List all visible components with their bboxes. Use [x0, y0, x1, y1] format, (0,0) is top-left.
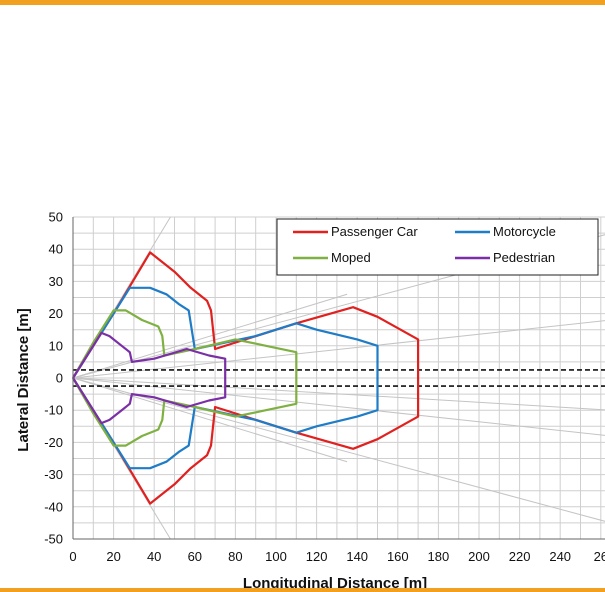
- top-accent-rule: [0, 0, 605, 5]
- y-tick-label: 20: [49, 306, 63, 321]
- x-tick-label: 26: [594, 549, 605, 564]
- legend-label-motorcycle: Motorcycle: [493, 224, 556, 239]
- x-tick-label: 160: [387, 549, 409, 564]
- x-axis-title: Longitudinal Distance [m]: [243, 575, 427, 592]
- y-tick-label: 30: [49, 274, 63, 289]
- x-tick-label: 80: [228, 549, 242, 564]
- x-tick-label: 20: [106, 549, 120, 564]
- sensor-ray-line: [72, 320, 605, 379]
- x-tick-label: 240: [549, 549, 571, 564]
- legend-box: [276, 218, 599, 276]
- y-tick-label: -40: [44, 499, 63, 514]
- sensor-ray-line: [72, 293, 348, 379]
- y-tick-label: -30: [44, 467, 63, 482]
- x-tick-label: 40: [147, 549, 161, 564]
- grid-lines: [72, 216, 605, 540]
- x-tick-label: 60: [188, 549, 202, 564]
- legend: Passenger Car Motorcycle Moped Pedestrian: [276, 218, 599, 276]
- y-tick-labels: 50 40 30 20 10 0 -10 -20 -30 -40 -50: [44, 210, 63, 547]
- y-tick-label: -10: [44, 403, 63, 418]
- sensor-ray-line: [72, 377, 348, 463]
- legend-label-passenger-car: Passenger Car: [331, 224, 418, 239]
- legend-label-moped: Moped: [331, 250, 371, 265]
- series-layer: [72, 251, 420, 505]
- sensor-ray-line: [72, 377, 605, 411]
- series-line-moped: [72, 309, 298, 447]
- series-line-passenger-car: [72, 251, 420, 505]
- axes-frame: [72, 217, 605, 540]
- sensor-ray-line: [72, 377, 605, 436]
- series-line-motorcycle: [72, 286, 379, 470]
- y-tick-label: 10: [49, 338, 63, 353]
- x-tick-label: 0: [69, 549, 76, 564]
- x-tick-label: 100: [265, 549, 287, 564]
- x-tick-label: 200: [468, 549, 490, 564]
- x-tick-label: 180: [428, 549, 450, 564]
- legend-label-pedestrian: Pedestrian: [493, 250, 555, 265]
- lane-markings: [73, 369, 605, 387]
- series-line-pedestrian: [72, 331, 227, 425]
- y-tick-label: -20: [44, 435, 63, 450]
- y-tick-label: 50: [49, 210, 63, 225]
- y-tick-label: -50: [44, 532, 63, 547]
- sensor-ray-line: [72, 377, 605, 522]
- y-tick-label: 40: [49, 242, 63, 257]
- x-tick-label: 120: [306, 549, 328, 564]
- y-tick-label: 0: [56, 371, 63, 386]
- x-tick-label: 220: [509, 549, 531, 564]
- x-tick-label: 140: [346, 549, 368, 564]
- bottom-accent-rule: [0, 588, 605, 592]
- y-axis-title: Lateral Distance [m]: [15, 308, 32, 451]
- x-tick-labels: 0 20 40 60 80 100 120 140 160 180 200 220 240 26: [69, 549, 605, 564]
